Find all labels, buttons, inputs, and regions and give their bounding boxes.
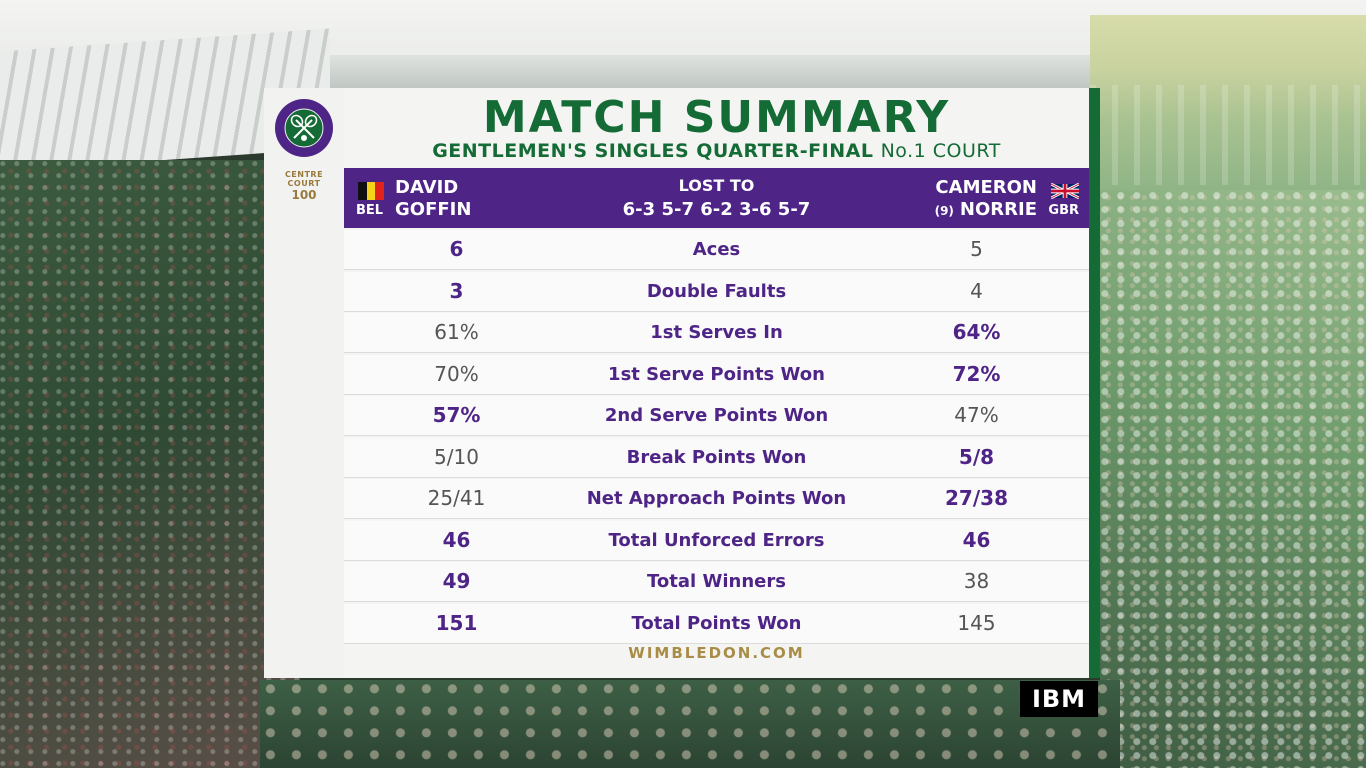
player1-first-name: DAVID <box>395 177 459 198</box>
stat-row: 151 Total Points Won 145 <box>344 603 1089 644</box>
stat-row: 5/10 Break Points Won 5/8 <box>344 437 1089 478</box>
stat-label: Total Winners <box>647 571 786 592</box>
player2-last-name: NORRIE <box>959 199 1037 220</box>
player1-stat-value: 49 <box>442 569 471 593</box>
player2-stat-value: 5/8 <box>958 444 995 469</box>
uk-flag-icon <box>1051 182 1079 200</box>
logo-strip: CENTRE COURT 100 <box>264 88 345 678</box>
stat-label: Total Points Won <box>631 612 802 634</box>
summary-main: MATCH SUMMARY GENTLEMEN'S SINGLES QUARTE… <box>344 88 1089 678</box>
player2-country: GBR <box>1048 203 1079 218</box>
crowd-stands-left <box>0 160 300 768</box>
player1-stat-value: 61% <box>434 320 479 344</box>
page-title: MATCH SUMMARY <box>482 92 951 143</box>
player1-last-name: GOFFIN <box>395 199 472 220</box>
stat-label: 1st Serves In <box>650 322 783 343</box>
player1-stat-value: 6 <box>449 237 464 261</box>
stats-table: 6 Aces 5 3 Double Faults 4 61% 1st Serves In 64%… <box>344 230 1089 645</box>
roof-structure-right <box>1090 15 1366 190</box>
stat-row: 25/41 Net Approach Points Won 27/38 <box>344 479 1089 519</box>
player2-stat-value: 64% <box>952 320 1001 344</box>
stat-label: Double Faults <box>646 280 787 302</box>
website-footer: WIMBLEDON.COM <box>628 644 805 662</box>
player1-stat-value: 25/41 <box>427 486 486 510</box>
stat-row: 46 Total Unforced Errors 46 <box>344 520 1089 561</box>
match-score: 6-3 5-7 6-2 3-6 5-7 <box>622 199 811 220</box>
belgium-flag-icon <box>358 182 385 200</box>
centre-court-100-logo: CENTRE COURT 100 <box>274 170 334 202</box>
centre-court-line1: CENTRE <box>284 170 324 179</box>
player1-stat-value: 70% <box>434 361 479 386</box>
player2-stat-value: 46 <box>962 527 991 552</box>
wimbledon-logo-icon <box>275 99 333 157</box>
stat-label: Aces <box>692 239 741 260</box>
stat-row: 57% 2nd Serve Points Won 47% <box>344 396 1089 436</box>
event-subtitle: GENTLEMEN'S SINGLES QUARTER-FINAL No.1 C… <box>344 140 1089 162</box>
centre-court-line2: COURT <box>287 179 321 188</box>
player2-stat-value: 27/38 <box>945 486 1008 510</box>
stat-row: 70% 1st Serve Points Won 72% <box>344 354 1089 395</box>
crowd-stands-right <box>1100 190 1366 768</box>
ibm-logo: IBM <box>1020 681 1098 717</box>
stat-label: 2nd Serve Points Won <box>604 405 829 426</box>
stat-label: Break Points Won <box>626 446 807 468</box>
player2-stat-value: 38 <box>963 569 990 593</box>
player1-stat-value: 46 <box>442 527 471 552</box>
stat-label: Net Approach Points Won <box>586 488 847 509</box>
player2-name-line: (9) NORRIE <box>935 199 1037 220</box>
player1-stat-value: 3 <box>449 278 464 303</box>
stat-label: Total Unforced Errors <box>608 529 825 551</box>
player2-stat-value: 72% <box>952 361 1001 386</box>
centre-court-number: 100 <box>291 188 317 202</box>
result-label: LOST TO <box>678 176 755 195</box>
match-summary-panel: CENTRE COURT 100 MATCH SUMMARY GENTLEMEN… <box>264 88 1100 678</box>
player1-stat-value: 5/10 <box>434 444 479 469</box>
event-name: GENTLEMEN'S SINGLES QUARTER-FINAL <box>432 140 874 162</box>
player1-stat-value: 151 <box>435 610 478 635</box>
stat-row: 3 Double Faults 4 <box>344 271 1089 312</box>
crowd-stands-bottom <box>260 680 1120 768</box>
player2-stat-value: 4 <box>970 278 983 303</box>
stat-label: 1st Serve Points Won <box>608 363 825 385</box>
green-accent-bar <box>1089 88 1100 678</box>
player2-first-name: CAMERON <box>935 177 1037 198</box>
player2-stat-value: 47% <box>954 403 999 427</box>
player2-stat-value: 145 <box>957 610 996 635</box>
player1-stat-value: 57% <box>432 403 481 427</box>
stat-row: 6 Aces 5 <box>344 230 1089 270</box>
player2-stat-value: 5 <box>970 237 983 261</box>
players-header: BEL DAVID GOFFIN LOST TO 6-3 5-7 6-2 3-6… <box>344 168 1089 228</box>
stat-row: 49 Total Winners 38 <box>344 562 1089 602</box>
player2-seed: (9) <box>934 204 954 218</box>
player1-country: BEL <box>356 203 384 218</box>
stat-row: 61% 1st Serves In 64% <box>344 313 1089 353</box>
court-name: No.1 COURT <box>880 140 1001 162</box>
